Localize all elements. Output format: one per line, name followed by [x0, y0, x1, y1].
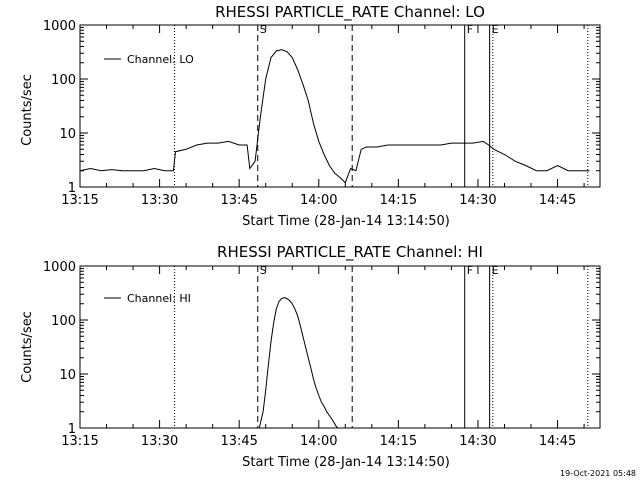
marker-label-lo-s: S	[260, 23, 267, 36]
y-tick-label-hi-2: 100	[51, 314, 76, 329]
marker-label-hi-s: S	[260, 264, 267, 277]
x-tick-label-lo-1: 13:30	[141, 193, 178, 208]
x-tick-label-hi-5: 14:30	[459, 434, 496, 449]
marker-label-hi-e: E	[492, 264, 499, 277]
x-tick-label-lo-6: 14:45	[539, 193, 576, 208]
x-tick-label-lo-3: 14:00	[300, 193, 337, 208]
y-axis-label-lo: Counts/sec	[20, 74, 35, 146]
x-tick-label-lo-0: 13:15	[61, 193, 98, 208]
plot-frame-lo	[79, 24, 601, 188]
y-tick-label-lo-2: 100	[51, 73, 76, 88]
y-tick-label-hi-3: 1000	[43, 260, 76, 275]
series-line-hi-0	[258, 297, 339, 429]
y-axis-label-hi: Counts/sec	[20, 311, 35, 383]
x-tick-label-hi-4: 14:15	[380, 434, 417, 449]
chart-title-hi: RHESSI PARTICLE_RATE Channel: HI	[217, 243, 483, 262]
y-tick-label-hi-0: 1	[68, 422, 76, 437]
legend-label-lo: Channel: LO	[127, 53, 194, 66]
y-tick-label-lo-1: 10	[59, 127, 76, 142]
chart-panel-lo: RHESSI PARTICLE_RATE Channel: LO Counts/…	[20, 3, 601, 229]
chart-title-lo: RHESSI PARTICLE_RATE Channel: LO	[215, 3, 485, 22]
x-tick-label-lo-4: 14:15	[380, 193, 417, 208]
y-tick-label-lo-3: 1000	[43, 19, 76, 34]
x-axis-label-lo: Start Time (28-Jan-14 13:14:50)	[242, 214, 450, 229]
y-tick-label-hi-1: 10	[59, 368, 76, 383]
marker-label-lo-e: E	[492, 23, 499, 36]
legend-label-hi: Channel: HI	[127, 292, 191, 305]
x-tick-label-hi-6: 14:45	[539, 434, 576, 449]
marker-label-lo-f: F	[467, 23, 473, 36]
x-axis-label-hi: Start Time (28-Jan-14 13:14:50)	[242, 455, 450, 470]
series-line-lo-0	[79, 49, 590, 184]
x-tick-label-hi-3: 14:00	[300, 434, 337, 449]
marker-label-hi-f: F	[467, 264, 473, 277]
x-tick-label-hi-2: 13:45	[220, 434, 257, 449]
x-tick-label-hi-1: 13:30	[141, 434, 178, 449]
plot-frame-hi	[79, 265, 601, 429]
chart-panel-hi: RHESSI PARTICLE_RATE Channel: HI Counts/…	[20, 243, 601, 470]
timestamp: 19-Oct-2021 05:48	[560, 469, 636, 478]
x-tick-label-lo-5: 14:30	[459, 193, 496, 208]
x-tick-label-lo-2: 13:45	[220, 193, 257, 208]
y-tick-label-lo-0: 1	[68, 181, 76, 196]
x-tick-label-hi-0: 13:15	[61, 434, 98, 449]
